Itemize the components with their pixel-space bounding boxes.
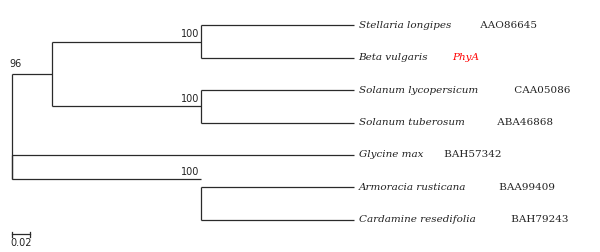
Text: Solanum lycopersicum: Solanum lycopersicum [359,86,478,95]
Text: 96: 96 [9,59,22,69]
Text: PhyA: PhyA [452,53,479,62]
Text: AAO86645: AAO86645 [476,21,536,30]
Text: Cardamine resedifolia: Cardamine resedifolia [359,215,475,224]
Text: Glycine max: Glycine max [359,150,423,160]
Text: BAH79243: BAH79243 [508,215,568,224]
Text: Stellaria longipes: Stellaria longipes [359,21,451,30]
Text: Solanum tuberosum: Solanum tuberosum [359,118,464,127]
Text: CAA05086: CAA05086 [511,86,571,95]
Text: 100: 100 [181,29,199,39]
Text: 100: 100 [181,167,199,177]
Text: Beta vulgaris: Beta vulgaris [359,53,431,62]
Text: 0.02: 0.02 [10,238,32,248]
Text: Armoracia rusticana: Armoracia rusticana [359,183,466,192]
Text: ABA46868: ABA46868 [494,118,553,127]
Text: BAA99409: BAA99409 [496,183,555,192]
Text: BAH57342: BAH57342 [441,150,502,160]
Text: 100: 100 [181,94,199,104]
